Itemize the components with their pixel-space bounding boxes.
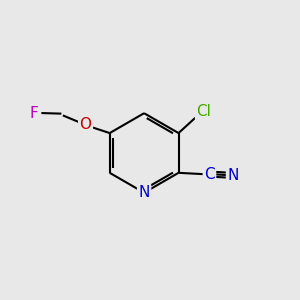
Text: N: N	[138, 185, 150, 200]
Text: F: F	[30, 106, 39, 121]
Text: N: N	[227, 168, 239, 183]
Text: Cl: Cl	[196, 104, 211, 119]
Text: O: O	[80, 117, 92, 132]
Text: C: C	[204, 167, 215, 182]
